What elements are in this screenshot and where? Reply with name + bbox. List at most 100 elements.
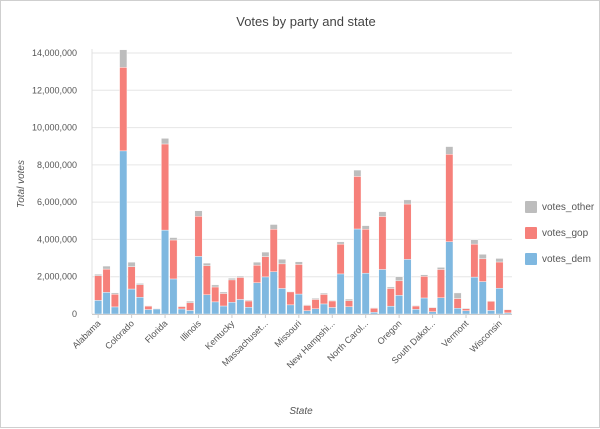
bar-votes_other (403, 199, 412, 205)
legend-swatch-votes_other (525, 201, 537, 213)
bar-votes_other (186, 300, 195, 304)
bar-votes_dem (136, 297, 144, 315)
bar-votes_other (219, 291, 228, 294)
bar-votes_other (169, 237, 178, 241)
bar-votes_gop (428, 307, 437, 312)
bar-votes_gop (303, 305, 312, 311)
bar-votes_other (127, 261, 136, 267)
y-tick-label: 14,000,000 (32, 48, 77, 58)
bar-votes_dem (177, 308, 186, 315)
bar-votes_other (336, 241, 345, 245)
bar-votes_dem (127, 288, 136, 315)
bar-votes_gop (386, 288, 395, 307)
bar-votes_dem (219, 305, 228, 315)
bar-votes_other (345, 298, 353, 301)
bar-votes_other (311, 298, 320, 300)
bar-votes_gop (177, 306, 186, 310)
bar-votes_gop (378, 216, 387, 270)
bar-votes_other (420, 274, 429, 277)
x-tick-label: Alabama (70, 318, 102, 350)
bar-votes_dem (119, 150, 128, 315)
bar-votes_gop (437, 269, 445, 298)
legend-label-votes_gop: votes_gop (542, 228, 589, 239)
bar-votes_other (161, 138, 169, 145)
bar-votes_other (437, 267, 445, 270)
bar-votes_dem (244, 307, 253, 315)
x-tick-label: Oregon (375, 318, 403, 346)
bar-votes_gop (111, 294, 119, 308)
bar-votes_gop (211, 286, 220, 303)
bar-votes_gop (420, 276, 429, 299)
x-axis-label: State (289, 406, 313, 417)
bar-votes_gop (411, 305, 420, 310)
bar-votes_dem (428, 311, 437, 315)
bar-votes_dem (420, 297, 429, 315)
bar-votes_other (478, 254, 487, 260)
bar-votes_dem (386, 305, 395, 315)
bar-votes_gop (261, 256, 270, 278)
bar-votes_other (102, 265, 111, 270)
bar-votes_gop (253, 264, 261, 283)
bar-votes_gop (119, 67, 128, 152)
bar-votes_gop (144, 305, 153, 310)
bar-votes_gop (345, 300, 353, 307)
bar-votes_other (320, 292, 328, 295)
bar-votes_dem (437, 297, 445, 315)
bar-votes_other (361, 225, 370, 230)
bar-votes_dem (94, 300, 103, 315)
y-axis-label: Total votes (16, 160, 27, 208)
bar-votes_other (378, 211, 387, 217)
legend-swatch-votes_gop (525, 227, 537, 239)
bar-votes_dem (202, 294, 211, 315)
bar-votes_dem (328, 307, 337, 315)
bar-votes_other (411, 305, 420, 307)
bar-votes_other (328, 300, 337, 302)
bar-votes_dem (395, 295, 404, 315)
bar-votes_dem (186, 310, 195, 315)
bar-votes_other (119, 49, 128, 68)
bar-votes_gop (161, 143, 169, 231)
bar-votes_dem (111, 306, 119, 315)
y-tick-label: 2,000,000 (37, 272, 77, 282)
bar-votes_other (253, 261, 261, 266)
y-tick-label: 0 (72, 309, 77, 319)
bar-votes_gop (336, 243, 345, 275)
bar-votes_other (470, 239, 479, 245)
bar-votes_dem (353, 228, 362, 315)
bar-votes_other (303, 304, 312, 306)
bar-votes_dem (445, 241, 454, 315)
bar-votes_gop (503, 309, 512, 314)
bar-votes_gop (320, 294, 328, 305)
bar-votes_other (294, 261, 303, 265)
bar-votes_dem (161, 229, 169, 315)
bar-votes_other (286, 291, 295, 293)
y-tick-label: 12,000,000 (32, 85, 77, 95)
bar-votes_gop (228, 279, 236, 303)
bar-votes_other (386, 286, 395, 289)
y-axis: 0 2,000,000 4,000,000 6,000,000 8,000,000 10,… (32, 48, 93, 319)
bar-votes_dem (453, 308, 462, 315)
x-tick-label: Wisconsin (468, 318, 504, 354)
bar-votes_gop (127, 266, 136, 290)
bar-votes_dem (403, 259, 412, 315)
bar-votes_other (261, 251, 270, 257)
x-tick-label: Vermont (440, 318, 471, 349)
bar-votes_dem (144, 309, 153, 315)
bar-votes_dem (470, 276, 479, 315)
bar-votes_gop (286, 291, 295, 306)
legend-label-votes_dem: votes_dem (542, 254, 591, 265)
x-tick-label: Illinois (178, 318, 203, 343)
bar-votes_dem (253, 282, 261, 315)
bar-votes_gop (169, 239, 178, 280)
bar-votes_other (462, 307, 470, 309)
bar-votes_gop (278, 263, 286, 289)
y-tick-label: 10,000,000 (32, 123, 77, 133)
bar-votes_other (395, 276, 404, 282)
bar-votes_other (503, 308, 512, 310)
bar-votes_other (228, 278, 236, 281)
bar-votes_gop (462, 308, 470, 311)
bar-votes_dem (361, 272, 370, 315)
bar-votes_other (144, 305, 153, 307)
bar-votes_gop (487, 301, 495, 311)
